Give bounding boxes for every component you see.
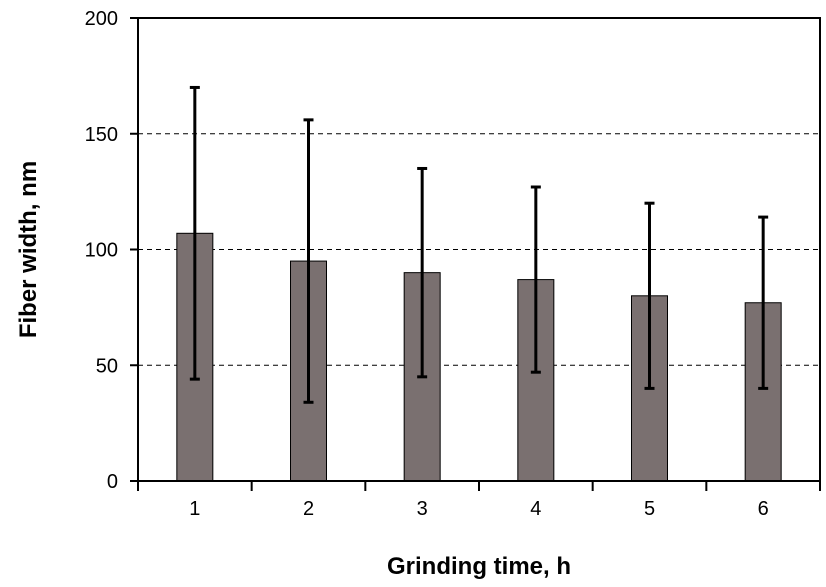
error-bar-6 [758, 215, 769, 390]
y-axis-ticks: 0 50 100 150 200 [85, 8, 138, 493]
x-tick-label-3: 3 [417, 498, 428, 520]
y-tick-label-100: 100 [85, 240, 118, 262]
error-bar-4 [530, 185, 541, 374]
x-tick-label-2: 2 [303, 498, 314, 520]
x-tick-label-4: 4 [530, 498, 541, 520]
gridlines [138, 133, 820, 366]
y-tick-label-200: 200 [85, 8, 118, 30]
x-tick-label-6: 6 [758, 498, 769, 520]
y-axis-title: Fiber width, nm [15, 161, 42, 338]
x-tick-label-5: 5 [644, 498, 655, 520]
y-tick-label-150: 150 [85, 124, 118, 146]
y-tick-label-0: 0 [107, 471, 118, 493]
error-bar-3 [417, 166, 428, 379]
x-axis-title: Grinding time, h [387, 553, 571, 580]
error-bar-5 [644, 201, 655, 390]
bars [176, 232, 782, 482]
y-tick-label-50: 50 [96, 355, 118, 377]
error-bars [189, 85, 769, 404]
error-bar-1 [189, 85, 200, 381]
x-axis-ticks: 1 2 3 4 5 6 [137, 481, 821, 520]
error-bar-2 [303, 118, 314, 404]
x-tick-label-1: 1 [189, 498, 200, 520]
